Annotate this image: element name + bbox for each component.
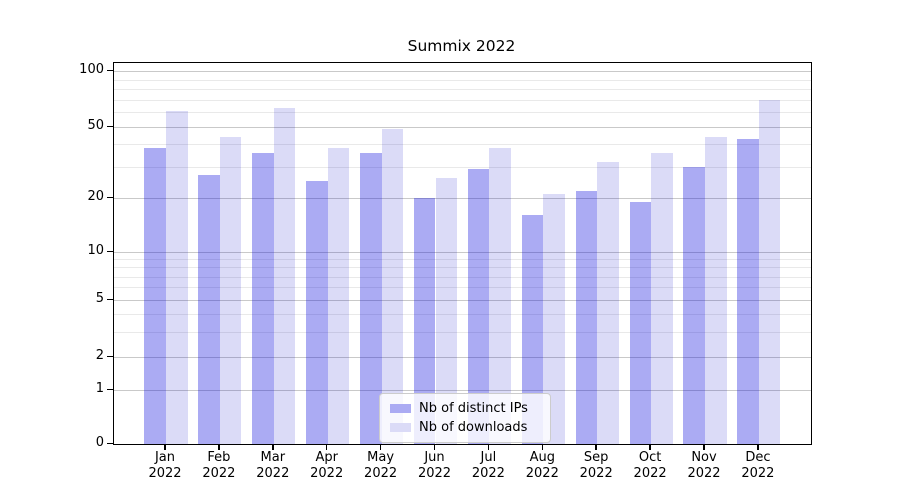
x-tick-mark bbox=[379, 444, 382, 450]
legend-item-downloads: Nb of downloads bbox=[388, 418, 542, 437]
y-tick-mark bbox=[107, 196, 113, 198]
x-tick-mark bbox=[541, 444, 544, 450]
gridline-major bbox=[114, 127, 811, 128]
x-tick-label: Jul 2022 bbox=[471, 450, 505, 481]
bar-downloads-dec bbox=[758, 99, 781, 444]
gridline-minor bbox=[114, 331, 811, 333]
y-tick-label: 10 bbox=[87, 243, 104, 258]
bar-downloads-mar bbox=[273, 108, 296, 444]
bar-downloads-aug bbox=[543, 194, 565, 444]
x-tick-mark bbox=[757, 444, 759, 450]
y-tick-mark bbox=[107, 388, 113, 390]
gridline-major bbox=[114, 390, 811, 391]
bar-downloads-feb bbox=[219, 136, 242, 444]
gridline-minor bbox=[114, 99, 811, 101]
bar-downloads-oct bbox=[651, 152, 673, 444]
bar-downloads-jan bbox=[166, 110, 188, 444]
legend-item-distinct-ips: Nb of distinct IPs bbox=[388, 399, 542, 418]
bar-downloads-jun bbox=[435, 177, 458, 444]
gridline-minor bbox=[114, 144, 811, 146]
gridline-minor bbox=[114, 276, 811, 278]
x-tick-mark bbox=[272, 444, 274, 450]
bar-distinct-ips-sep bbox=[575, 190, 598, 444]
bar-downloads-nov bbox=[705, 136, 727, 444]
gridline-minor bbox=[114, 112, 811, 114]
bar-distinct-ips-dec bbox=[737, 138, 759, 444]
legend-swatch-downloads bbox=[390, 423, 411, 432]
bar-downloads-jul bbox=[489, 148, 511, 444]
gridline-major bbox=[114, 300, 811, 301]
y-tick-mark bbox=[107, 250, 113, 252]
plot-area: Nb of distinct IPs Nb of downloads bbox=[113, 62, 812, 445]
bar-distinct-ips-oct bbox=[629, 202, 652, 444]
y-tick-mark bbox=[107, 442, 113, 444]
x-tick-mark bbox=[325, 444, 328, 450]
gridline-minor bbox=[114, 166, 811, 168]
x-tick-mark bbox=[164, 444, 166, 450]
bar-distinct-ips-jul bbox=[467, 169, 490, 444]
x-tick-label: Sep 2022 bbox=[579, 450, 613, 481]
bar-distinct-ips-may bbox=[360, 152, 382, 444]
legend-swatch-distinct-ips bbox=[390, 404, 411, 413]
bar-distinct-ips-nov bbox=[683, 166, 705, 444]
bar-distinct-ips-jun bbox=[413, 198, 436, 444]
gridline-major bbox=[114, 252, 811, 253]
y-tick-mark bbox=[107, 298, 113, 300]
x-tick-label: Nov 2022 bbox=[687, 450, 721, 481]
gridline-major bbox=[114, 357, 811, 358]
x-tick-label: Feb 2022 bbox=[202, 450, 236, 481]
bar-downloads-sep bbox=[597, 161, 619, 444]
gridline-major bbox=[114, 198, 811, 199]
y-tick-mark bbox=[107, 69, 113, 71]
bar-downloads-apr bbox=[327, 148, 350, 444]
legend-label-downloads: Nb of downloads bbox=[419, 420, 528, 435]
x-tick-label: Aug 2022 bbox=[525, 450, 559, 481]
y-tick-label: 2 bbox=[95, 348, 104, 363]
chart-title: Summix 2022 bbox=[407, 37, 516, 55]
bar-distinct-ips-aug bbox=[521, 215, 544, 444]
bar-distinct-ips-jan bbox=[144, 148, 166, 444]
gridline-major bbox=[114, 71, 811, 72]
legend: Nb of distinct IPs Nb of downloads bbox=[379, 393, 551, 443]
gridline-minor bbox=[114, 259, 811, 261]
gridline-minor bbox=[114, 79, 811, 81]
x-tick-mark bbox=[487, 444, 490, 450]
y-tick-label: 100 bbox=[79, 62, 104, 77]
gridline-minor bbox=[114, 267, 811, 269]
y-tick-label: 5 bbox=[95, 291, 104, 306]
gridline-minor bbox=[114, 287, 811, 289]
x-tick-label: Mar 2022 bbox=[256, 450, 290, 481]
y-tick-mark bbox=[107, 355, 113, 357]
x-tick-mark bbox=[649, 444, 651, 450]
y-tick-label: 1 bbox=[95, 381, 104, 396]
x-tick-label: Jun 2022 bbox=[417, 450, 452, 481]
x-tick-label: Dec 2022 bbox=[741, 450, 775, 481]
bar-distinct-ips-feb bbox=[198, 174, 220, 444]
x-tick-label: May 2022 bbox=[364, 450, 398, 481]
bar-distinct-ips-apr bbox=[306, 180, 328, 444]
x-tick-mark bbox=[218, 444, 220, 450]
legend-label-distinct-ips: Nb of distinct IPs bbox=[419, 401, 528, 416]
x-tick-label: Apr 2022 bbox=[310, 450, 344, 481]
bar-distinct-ips-mar bbox=[252, 152, 274, 444]
x-tick-mark bbox=[703, 444, 705, 450]
y-tick-label: 20 bbox=[87, 189, 104, 204]
y-tick-mark bbox=[107, 125, 113, 127]
gridline-minor bbox=[114, 313, 811, 315]
x-tick-mark bbox=[595, 444, 597, 450]
gridline-minor bbox=[114, 89, 811, 91]
y-tick-label: 50 bbox=[87, 118, 104, 133]
x-tick-mark bbox=[433, 444, 436, 450]
x-tick-label: Oct 2022 bbox=[633, 450, 667, 481]
y-tick-label: 0 bbox=[95, 435, 104, 450]
bar-downloads-may bbox=[381, 128, 404, 444]
x-tick-label: Jan 2022 bbox=[148, 450, 182, 481]
